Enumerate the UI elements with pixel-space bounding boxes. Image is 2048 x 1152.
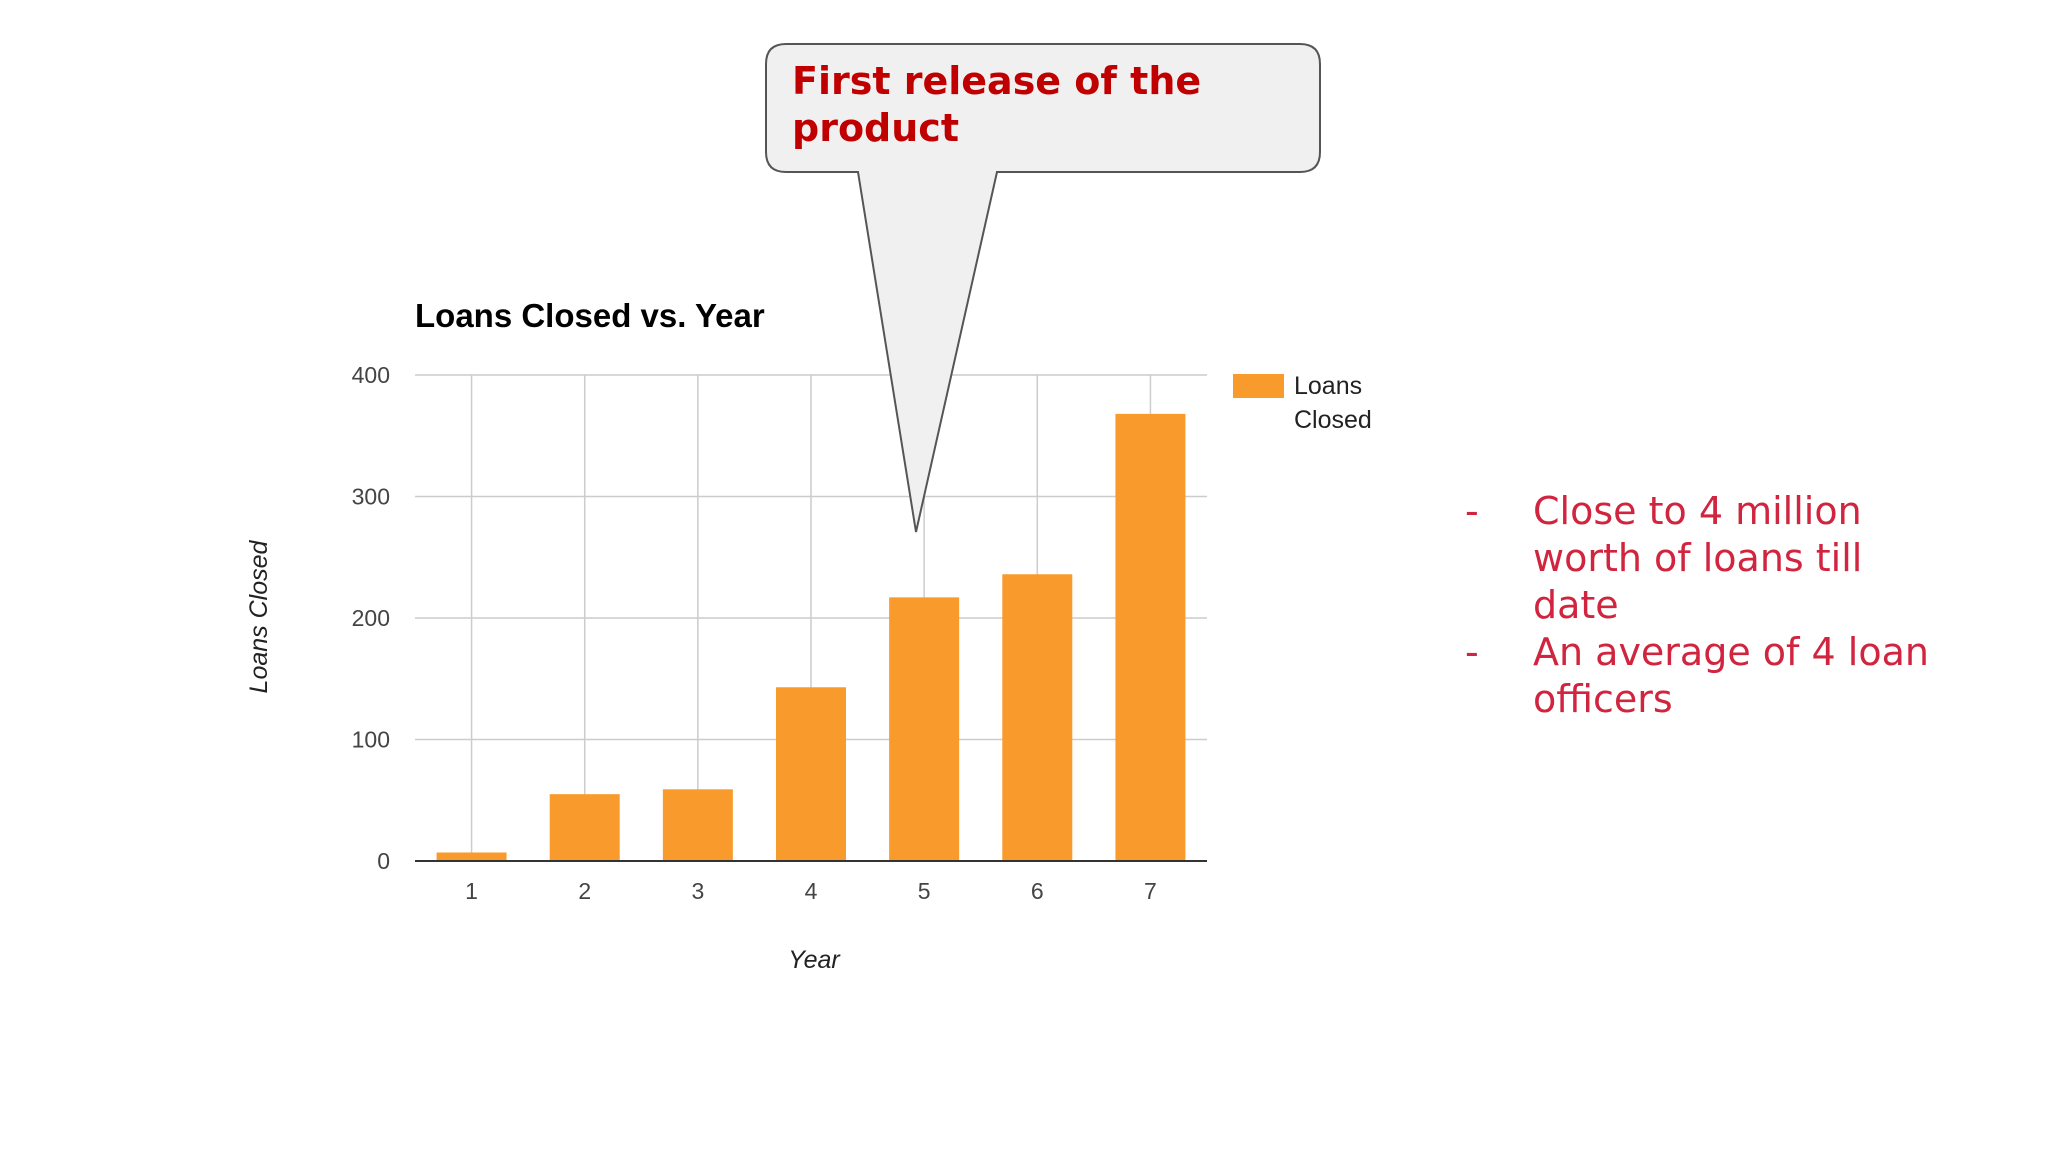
legend-swatch [1233, 374, 1284, 398]
x-tick-label: 3 [691, 878, 704, 904]
chart-bars [436, 413, 1186, 861]
chart-axes: 0 100 200 300 400 1 2 3 4 5 6 7 [352, 362, 1207, 904]
y-tick-label: 300 [352, 484, 390, 510]
callout-text: First release of the product [792, 59, 1202, 150]
x-tick-label: 7 [1144, 878, 1157, 904]
callout-bubble [765, 43, 1321, 533]
y-tick-label: 0 [377, 848, 390, 874]
bar [662, 789, 733, 861]
bar [436, 852, 507, 861]
y-tick-label: 400 [352, 362, 390, 388]
y-tick-label: 100 [352, 727, 390, 753]
x-axis-title: Year [788, 946, 841, 974]
bar [549, 794, 620, 861]
legend-label-line-2: Closed [1294, 406, 1372, 434]
bullet-item: - Close to 4 million worth of loans till… [1465, 488, 1945, 629]
bullet-list: - Close to 4 million worth of loans till… [1465, 488, 1945, 723]
bullet-marker: - [1465, 489, 1479, 533]
legend-label-line-1: Loans [1294, 372, 1362, 400]
bullet-text: An average of 4 loan officers [1533, 630, 1929, 721]
bar [1002, 574, 1073, 861]
chart-title: Loans Closed vs. Year [415, 297, 765, 334]
bar [776, 687, 846, 861]
bar [1115, 413, 1186, 861]
x-tick-label: 1 [465, 878, 478, 904]
x-tick-label: 6 [1031, 878, 1044, 904]
x-tick-label: 5 [918, 878, 931, 904]
bullet-text: Close to 4 million worth of loans till d… [1533, 489, 1863, 627]
bullet-marker: - [1465, 630, 1479, 674]
x-tick-label: 4 [805, 878, 818, 904]
y-axis-title: Loans Closed [245, 539, 273, 693]
bar [889, 597, 960, 861]
x-tick-label: 2 [578, 878, 591, 904]
y-tick-label: 200 [352, 605, 390, 631]
chart-legend: Loans Closed [1233, 372, 1372, 434]
bullet-item: - An average of 4 loan officers [1465, 629, 1945, 723]
